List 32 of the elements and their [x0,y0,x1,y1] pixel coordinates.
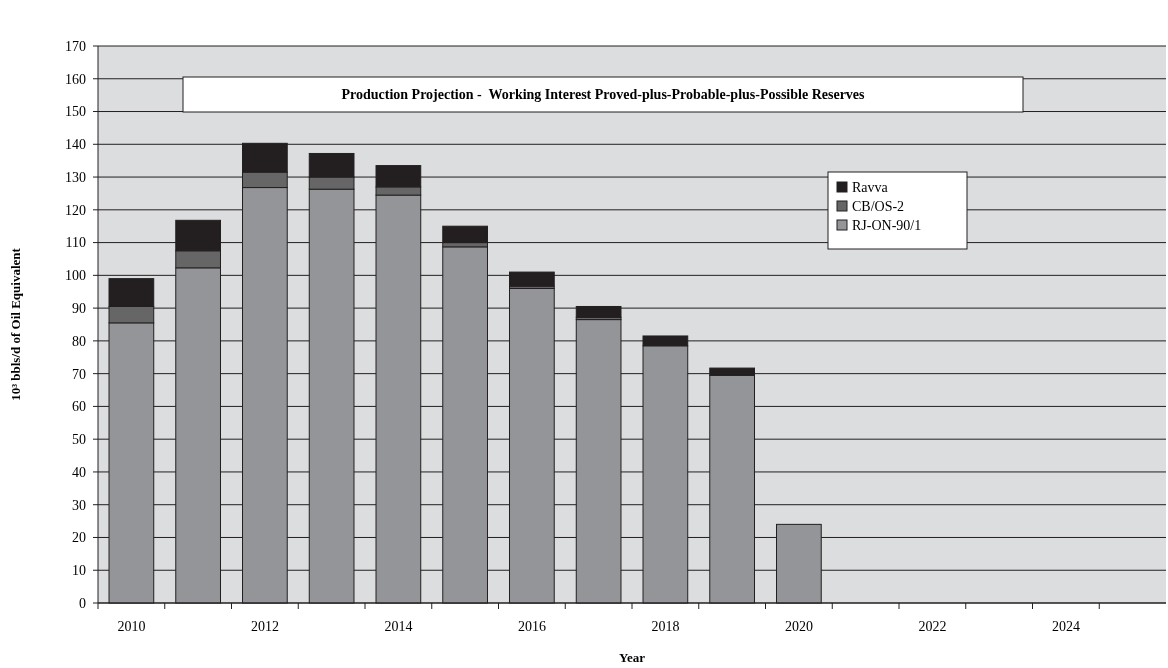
y-tick-label: 160 [65,71,86,87]
y-tick-label: 50 [72,432,86,448]
y-tick-label: 140 [65,137,86,153]
y-axis-title: 10³ bbls/d of Oil Equivalent [8,247,23,401]
y-tick-label: 80 [72,333,86,349]
y-tick-label: 90 [72,301,86,317]
legend-label: Ravva [852,179,889,195]
legend-label: CB/OS-2 [852,198,905,214]
x-tick-label: 2022 [918,619,947,634]
y-tick-label: 60 [72,399,86,415]
y-tick-label: 130 [65,169,86,185]
x-tick-label: 2024 [1051,619,1080,634]
y-tick-label: 40 [72,464,86,480]
x-tick-label: 2014 [384,619,413,634]
x-axis-title: Year [619,650,646,665]
legend-label: RJ-ON-90/1 [852,217,922,233]
y-tick-label: 150 [65,104,86,120]
x-tick-label: 2020 [784,619,813,634]
y-tick-label: 20 [72,530,86,546]
y-tick-label: 30 [72,497,86,513]
text: Production Projection - Working Interest Proved-plus-Probable-plus-Possible Reserves [341,86,866,102]
y-tick-label: 70 [72,366,86,382]
y-tick-label: 170 [65,38,86,54]
y-tick-label: 120 [65,202,86,218]
y-tick-label: 100 [65,268,86,284]
x-tick-label: 2010 [117,619,146,634]
x-tick-label: 2016 [517,619,546,634]
x-tick-label: 2012 [250,619,279,634]
y-tick-label: 0 [79,595,86,611]
y-tick-label: 10 [72,563,86,579]
y-tick-label: 110 [65,235,86,251]
x-tick-label: 2018 [651,619,680,634]
